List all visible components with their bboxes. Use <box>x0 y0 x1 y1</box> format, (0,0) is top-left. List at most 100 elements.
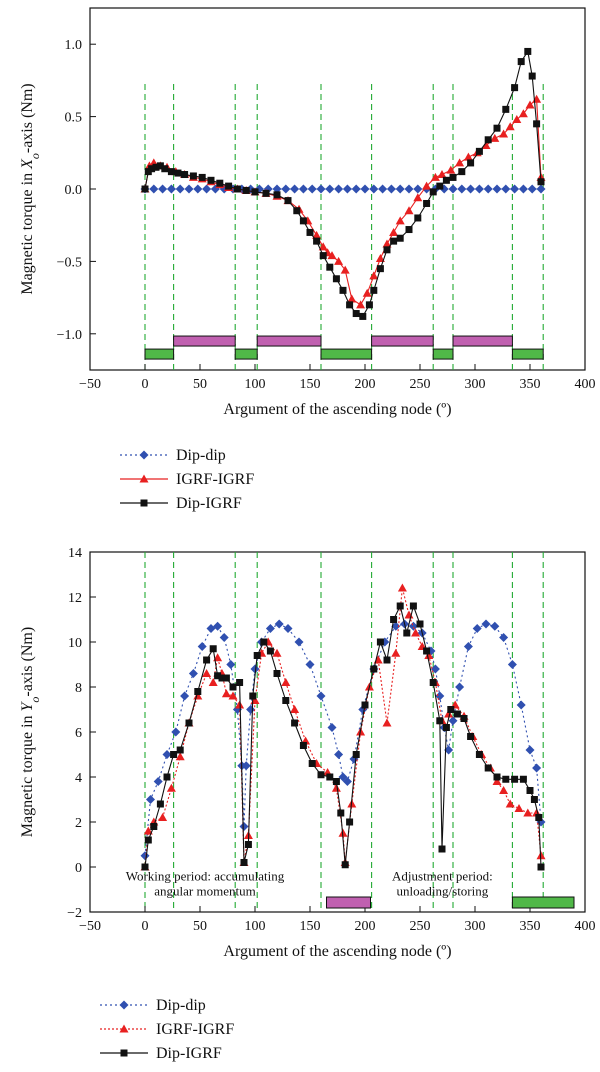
data-point <box>525 745 535 755</box>
data-point <box>526 787 534 794</box>
data-point <box>326 263 334 271</box>
data-point <box>327 723 337 732</box>
data-point <box>524 47 532 55</box>
data-point <box>253 652 261 659</box>
data-point <box>396 234 404 242</box>
data-point <box>156 162 164 170</box>
data-point <box>359 312 367 320</box>
data-point <box>423 647 431 655</box>
data-point <box>404 184 414 194</box>
x-tick-label: 150 <box>300 377 321 392</box>
data-point <box>455 682 465 692</box>
data-point <box>284 197 292 205</box>
legend-marker <box>139 474 149 483</box>
data-point <box>475 147 483 155</box>
x-tick-label: 100 <box>245 919 266 934</box>
data-point <box>490 621 500 631</box>
data-point <box>161 165 169 173</box>
data-point <box>228 691 238 700</box>
data-point <box>463 642 473 651</box>
data-point <box>467 159 475 167</box>
legend-label: Dip-dip <box>176 447 226 464</box>
y-tick-label: 8 <box>75 681 82 696</box>
working-period-bar <box>452 335 513 347</box>
data-point <box>475 751 483 758</box>
data-point <box>455 158 465 167</box>
y-tick-label: 0.0 <box>65 183 83 198</box>
data-point <box>537 178 545 186</box>
data-point <box>505 799 515 808</box>
x-tick-label: 100 <box>245 377 266 392</box>
data-point <box>332 778 340 785</box>
data-point <box>423 199 431 207</box>
data-point <box>460 715 468 722</box>
data-point <box>188 669 198 678</box>
data-point <box>272 184 282 194</box>
data-point <box>150 823 158 830</box>
data-point <box>430 172 440 181</box>
data-point <box>472 624 482 633</box>
data-point <box>533 120 541 128</box>
data-point <box>167 168 175 176</box>
y-tick-label: 2 <box>75 816 82 831</box>
data-point <box>213 621 223 631</box>
data-point <box>250 664 260 674</box>
data-point <box>346 818 354 826</box>
data-point <box>274 619 284 629</box>
data-point <box>448 184 458 194</box>
data-point <box>375 254 385 263</box>
data-point <box>193 184 203 194</box>
x-axis-label: Argument of the ascending node (º) <box>223 401 451 418</box>
data-point <box>499 786 509 794</box>
data-point <box>517 58 525 66</box>
data-point <box>346 301 354 309</box>
data-point <box>352 751 360 758</box>
series-line <box>144 49 542 318</box>
data-point <box>505 122 515 131</box>
data-point <box>318 242 328 251</box>
data-point <box>409 602 417 610</box>
data-point <box>208 678 218 686</box>
working-period-bar <box>371 335 434 347</box>
data-point <box>229 683 237 691</box>
y-tick-label: −2 <box>67 906 82 921</box>
data-point <box>391 648 401 657</box>
data-point <box>528 72 536 80</box>
data-point <box>265 624 275 633</box>
data-point <box>492 184 502 194</box>
data-point <box>507 660 517 669</box>
annotation-line2: angular momentum <box>154 884 255 899</box>
series-dip-dip <box>140 619 546 861</box>
data-point <box>422 181 432 190</box>
legend-label: Dip-IGRF <box>176 495 242 512</box>
data-point <box>511 775 519 783</box>
data-point <box>493 773 501 781</box>
data-point <box>342 184 352 194</box>
x-tick-label: −50 <box>79 919 101 934</box>
data-point <box>356 300 366 309</box>
y-tick-label: 1.0 <box>65 38 83 53</box>
data-point <box>436 717 444 725</box>
data-point <box>474 184 484 194</box>
data-point <box>299 742 307 749</box>
data-point <box>493 124 501 132</box>
data-point <box>239 822 249 831</box>
data-point <box>502 105 510 113</box>
data-point <box>481 141 491 150</box>
data-point <box>492 777 502 785</box>
data-point <box>176 746 184 754</box>
data-point <box>281 184 291 194</box>
data-point <box>331 783 341 792</box>
data-point <box>481 619 491 629</box>
data-point <box>416 620 424 628</box>
data-point <box>405 226 413 234</box>
y-tick-label: 10 <box>68 636 82 651</box>
data-point <box>214 672 222 680</box>
data-point <box>181 171 189 179</box>
data-point <box>414 214 422 222</box>
data-point <box>463 152 473 161</box>
x-tick-label: 400 <box>575 377 596 392</box>
data-point <box>424 651 434 659</box>
data-point <box>389 227 399 236</box>
data-point <box>403 629 411 637</box>
